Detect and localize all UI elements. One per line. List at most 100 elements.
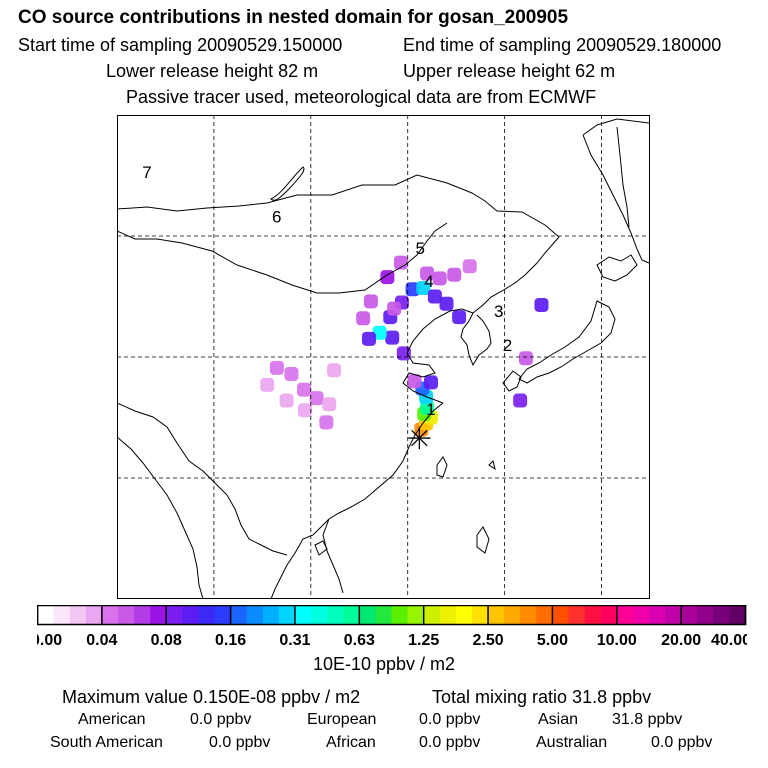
- plume-cell: [405, 282, 420, 297]
- plume-cell: [327, 363, 342, 378]
- south-american-label: South American: [50, 734, 163, 751]
- colorbar-cell: [488, 605, 505, 625]
- colorbar-cell: [681, 605, 698, 625]
- coast-japan-honshu: [518, 300, 616, 384]
- map-label-6: 6: [272, 208, 281, 227]
- colorbar-cell: [600, 605, 618, 625]
- colorbar-cell: [150, 605, 167, 625]
- american-value: 0.0 ppbv: [190, 711, 252, 728]
- plume-cell: [462, 259, 477, 274]
- colorbar-tick-label: 1.25: [408, 632, 439, 649]
- coast-korea: [460, 312, 492, 367]
- colorbar-cell: [504, 605, 521, 625]
- chart-title: CO source contributions in nested domain…: [18, 7, 569, 28]
- colorbar-cell: [729, 605, 746, 625]
- african-value: 0.0 ppbv: [419, 734, 481, 751]
- colorbar-tick-label: 5.00: [537, 632, 568, 649]
- colorbar-cell: [311, 605, 328, 625]
- colorbar-unit-label: 10E-10 ppbv / m2: [312, 654, 456, 674]
- lake-baikal: [270, 166, 305, 201]
- plume-cell: [407, 374, 422, 389]
- border-india: [117, 436, 204, 599]
- colorbar-cell: [584, 605, 601, 625]
- plume-cell: [309, 391, 324, 406]
- coastlines: [117, 118, 650, 599]
- receptor-marker: [408, 427, 431, 450]
- colorbar-tick-label: 0.31: [279, 632, 310, 649]
- colorbar-cell: [713, 605, 730, 625]
- colorbar-cell: [327, 605, 344, 625]
- colorbar-cell: [552, 605, 569, 625]
- tracer-info-label: Passive tracer used, meteorological data…: [126, 87, 597, 107]
- colorbar: 0.00 0.04 0.08 0.16 0.31 0.63 1.25 2.50 5.00 10.0…: [37, 605, 747, 649]
- coast-south-china: [270, 518, 344, 599]
- plume-cell: [432, 271, 447, 286]
- colorbar-cell: [262, 605, 280, 625]
- plume-cell: [420, 266, 435, 281]
- colorbar-tick-label: 0.00: [37, 632, 62, 649]
- border-china-southwest: [117, 402, 288, 556]
- asian-value: 31.8 ppbv: [612, 711, 683, 728]
- map-label-7: 7: [142, 163, 151, 182]
- plume-cell: [439, 296, 454, 311]
- european-label: European: [307, 711, 377, 728]
- colorbar-cell: [53, 605, 70, 625]
- colorbar-cell: [455, 605, 473, 625]
- plume-cell: [387, 301, 402, 316]
- colorbar-cell: [423, 605, 441, 625]
- colorbar-cell: [134, 605, 151, 625]
- plume-cell: [260, 377, 275, 392]
- map-label-4: 4: [424, 272, 433, 291]
- coast-japan-hokkaido: [596, 254, 638, 282]
- colorbar-cell: [568, 605, 585, 625]
- receptor-star-ray: [411, 429, 428, 447]
- australian-label: Australian: [536, 734, 608, 751]
- american-label: American: [78, 711, 146, 728]
- colorbar-cell: [182, 605, 199, 625]
- colorbar-cell: [697, 605, 714, 625]
- colorbar-cells: [37, 605, 746, 625]
- colorbar-cell: [69, 605, 87, 625]
- plume-cell: [269, 360, 284, 375]
- colorbar-cell: [117, 605, 135, 625]
- colorbar-tick-label: 2.50: [472, 632, 503, 649]
- colorbar-tick-label: 0.63: [344, 632, 375, 649]
- lat-lon-grid: [117, 115, 650, 599]
- plume-cell: [361, 331, 376, 346]
- plume-cell: [297, 382, 312, 397]
- plume-cell: [322, 397, 337, 412]
- border-mongolia-russia: [117, 174, 560, 238]
- colorbar-cell: [278, 605, 296, 625]
- colorbar-cell: [536, 605, 553, 625]
- colorbar-tick-label: 40.00: [711, 632, 747, 649]
- plume-cell: [420, 400, 435, 415]
- plume-cell: [385, 330, 400, 345]
- map-label-1: 1: [426, 400, 435, 419]
- plume-cell: [393, 255, 408, 270]
- coast-manchuria: [472, 236, 560, 314]
- lower-release-height-label: Lower release height 82 m: [106, 61, 319, 81]
- plume-cell: [423, 375, 438, 390]
- map-label-5: 5: [415, 239, 424, 258]
- plume-cell: [518, 351, 533, 366]
- start-time-label: Start time of sampling 20090529.150000: [18, 35, 343, 55]
- coast-sakhalin: [616, 126, 630, 228]
- colorbar-cell: [648, 605, 666, 625]
- south-american-value: 0.0 ppbv: [209, 734, 271, 751]
- plume-cell: [298, 403, 313, 418]
- colorbar-tick-label: 10.00: [597, 632, 637, 649]
- coast-bohai: [402, 308, 474, 404]
- plume-cell: [279, 393, 294, 408]
- border-china-mongolia: [117, 222, 448, 294]
- plume-cell: [372, 325, 387, 340]
- max-value-label: Maximum value 0.150E-08 ppbv / m2: [62, 687, 361, 707]
- asian-label: Asian: [538, 711, 579, 728]
- colorbar-ticks: 0.00 0.04 0.08 0.16 0.31 0.63 1.25 2.50 5.00 10.0…: [37, 605, 747, 649]
- plume-cell: [534, 297, 549, 312]
- colorbar-cell: [471, 605, 489, 625]
- end-time-label: End time of sampling 20090529.180000: [403, 35, 722, 55]
- colorbar-tick-label: 0.16: [215, 632, 246, 649]
- coast-russia-pacific: [582, 118, 650, 264]
- coast-taiwan: [436, 456, 448, 478]
